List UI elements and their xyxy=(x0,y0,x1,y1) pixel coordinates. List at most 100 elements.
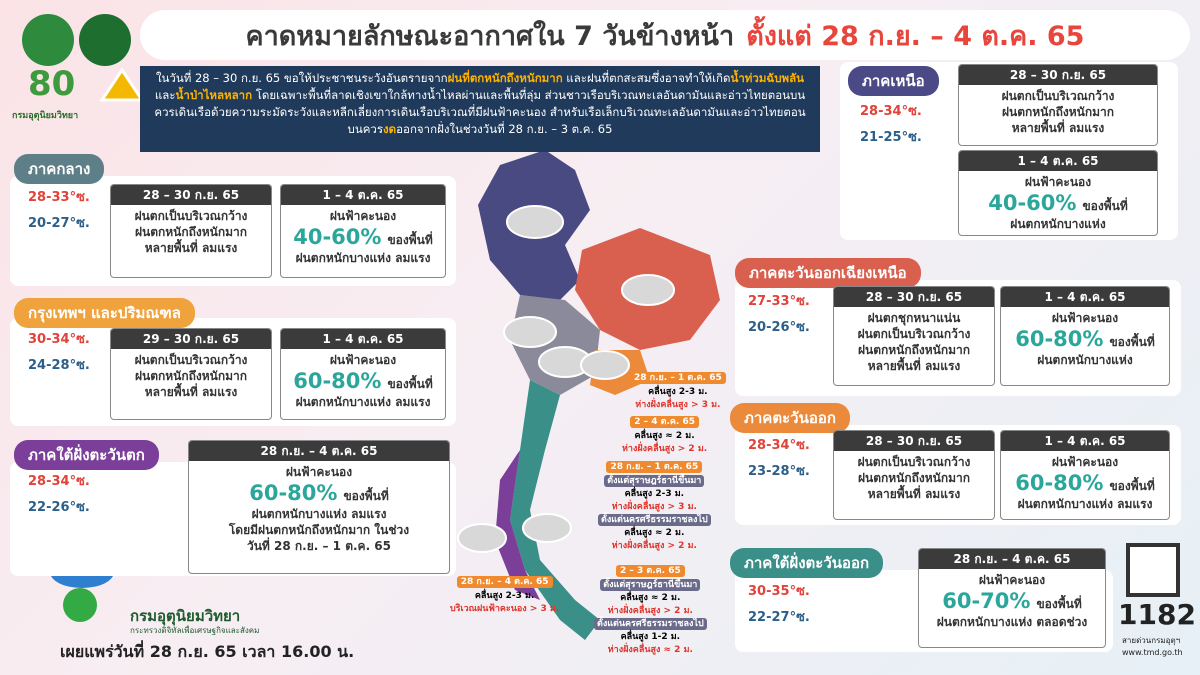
percent: 60-70% xyxy=(942,589,1031,613)
temp-min: 22-27°ซ. xyxy=(748,610,810,625)
temp-min: 24-28°ซ. xyxy=(28,358,90,373)
warning-text: ฝนที่ตกหนักถึงหนักมาก xyxy=(447,71,563,85)
forecast-note: ฝนตกหนักบางแห่ง ลมแรง xyxy=(295,395,431,409)
percent-row: 60-70% ของพื้นที่ xyxy=(919,588,1105,614)
sea-note-line: ตั้งแต่สุราษฎร์ธานีขึ้นมา xyxy=(600,579,701,591)
percent: 40-60% xyxy=(293,225,382,249)
sea-note-row: คลื่นสูง ≈ 2 ม. xyxy=(622,430,707,442)
warning-text: น้ำป่าไหลหลาก xyxy=(175,88,253,102)
hotline: 1182 xyxy=(1118,598,1196,631)
sea-note-row: ห่างฝั่งคลื่นสูง > 3 ม. xyxy=(630,399,726,411)
percent-suffix: ของพื้นที่ xyxy=(387,377,433,391)
region-label: ภาคตะวันออก xyxy=(730,403,850,433)
sea-note-title-row: 2 – 4 ต.ค. 65 xyxy=(622,416,707,428)
percent-suffix: ของพื้นที่ xyxy=(1109,479,1155,493)
forecast-period: 28 – 30 ก.ย. 65 xyxy=(834,431,994,451)
weather-icons xyxy=(457,205,675,553)
sea-note-line: คลื่นสูง 2-3 ม. xyxy=(474,591,535,601)
forecast-period: 28 ก.ย. – 4 ต.ค. 65 xyxy=(919,549,1105,569)
temp-max: 28-34°ซ. xyxy=(748,438,810,453)
percent-suffix: ของพื้นที่ xyxy=(343,489,389,503)
map-south-east xyxy=(510,380,600,640)
sea-note-line: ห่างฝั่งคลื่นสูง ≈ 2 ม. xyxy=(607,645,693,655)
forecast-note: ฝนตกหนักบางแห่ง ลมแรง xyxy=(295,251,431,265)
header: คาดหมายลักษณะอากาศใน 7 วันข้างหน้า ตั้งแ… xyxy=(140,10,1190,60)
forecast-period: 1 – 4 ต.ค. 65 xyxy=(1001,287,1169,307)
percent-suffix: ของพื้นที่ xyxy=(1109,335,1155,349)
region-label: กรุงเทพฯ และปริมณฑล xyxy=(14,298,195,328)
forecast-line: หลายพื้นที่ ลมแรง xyxy=(144,241,238,255)
sea-note-line: ตั้งแต่นครศรีธรรมราชลงไป xyxy=(594,618,707,630)
sea-note-row: ตั้งแต่สุราษฎร์ธานีขึ้นมา xyxy=(594,579,707,591)
forecast-line: หลายพื้นที่ ลมแรง xyxy=(867,359,961,373)
forecast-period: 1 – 4 ต.ค. 65 xyxy=(959,151,1157,171)
forecast-line: ฝนตกหนักถึงหนักมาก xyxy=(134,369,248,383)
sea-note-row: ตั้งแต่นครศรีธรรมราชลงไป xyxy=(594,618,707,630)
sea-note-row: ตั้งแต่สุราษฎร์ธานีขึ้นมา xyxy=(598,475,711,487)
forecast-period: 28 – 30 ก.ย. 65 xyxy=(959,65,1157,85)
sea-note-title-row: 2 – 3 ต.ค. 65 xyxy=(594,565,707,577)
percent: 40-60% xyxy=(988,191,1077,215)
forecast-period: 1 – 4 ต.ค. 65 xyxy=(281,329,445,349)
percent-row: 40-60% ของพื้นที่ xyxy=(281,224,445,250)
map-south-west xyxy=(495,450,540,600)
forecast-box: 1 – 4 ต.ค. 65 ฝนฟ้าคะนอง 60-80% ของพื้นที่ฝ… xyxy=(280,328,446,420)
published: เผยแพร่วันที่ 28 ก.ย. 65 เวลา 16.00 น. xyxy=(60,642,355,661)
region-label: ภาคเหนือ xyxy=(848,66,939,96)
warning-text: ในวันที่ 28 – 30 ก.ย. 65 ขอให้ประชาชนระว… xyxy=(155,71,448,85)
percent-row: 60-80% ของพื้นที่ xyxy=(189,480,449,506)
temp-min: 21-25°ซ. xyxy=(860,130,922,145)
forecast-period: 1 – 4 ต.ค. 65 xyxy=(1001,431,1169,451)
sea-note-line: ห่างฝั่งคลื่นสูง > 3 ม. xyxy=(611,502,697,512)
forecast-note: โดยมีฝนตกหนักถึงหนักมาก ในช่วง xyxy=(228,523,410,537)
forecast-note: ฝนตกหนักบางแห่ง ตลอดช่วง xyxy=(936,615,1088,629)
forecast-line: ฝนตกหนักถึงหนักมาก xyxy=(857,343,971,357)
forecast-line: หลายพื้นที่ ลมแรง xyxy=(867,487,961,501)
percent: 60-80% xyxy=(1015,471,1104,495)
forecast-box: 1 – 4 ต.ค. 65 ฝนฟ้าคะนอง 40-60% ของพื้นที่ฝ… xyxy=(280,184,446,278)
sea-note-title-row: 28 ก.ย. – 1 ต.ค. 65 xyxy=(630,372,726,384)
hotline-caption: สายด่วนกรมอุตุฯ xyxy=(1122,636,1181,645)
region-label: ภาคตะวันออกเฉียงเหนือ xyxy=(735,258,921,288)
logo xyxy=(22,14,74,66)
sea-note-row: คลื่นสูง ≈ 2 ม. xyxy=(594,592,707,604)
sea-note: 2 – 4 ต.ค. 65 คลื่นสูง ≈ 2 ม. ห่างฝั่งคลื่… xyxy=(622,416,707,456)
sea-note-line: คลื่นสูง ≈ 2 ม. xyxy=(620,593,681,603)
temp-max: 28-34°ซ. xyxy=(860,104,922,119)
temp-max: 30-34°ซ. xyxy=(28,332,90,347)
temp-max: 28-33°ซ. xyxy=(28,190,90,205)
forecast-note: ฝนตกหนักบางแห่ง ลมแรง xyxy=(1017,497,1153,511)
percent: 60-80% xyxy=(249,481,338,505)
sea-note-row: คลื่นสูง 2-3 ม. xyxy=(450,590,559,602)
sea-note-row: ห่างฝั่งคลื่นสูง > 3 ม. xyxy=(598,501,711,513)
sea-note-title: 28 ก.ย. – 1 ต.ค. 65 xyxy=(606,461,703,473)
logo-number: 80 xyxy=(28,64,76,104)
sea-note-title-row: 28 ก.ย. – 4 ต.ค. 65 xyxy=(450,576,559,588)
temp-min: 20-27°ซ. xyxy=(28,216,90,231)
percent: 60-80% xyxy=(293,369,382,393)
warning-text: น้ำท่วมฉับพลัน xyxy=(730,71,805,85)
sea-note-row: ห่างฝั่งคลื่นสูง ≈ 2 ม. xyxy=(594,644,707,656)
sea-note-row: ห่างฝั่งคลื่นสูง > 2 ม. xyxy=(594,605,707,617)
sea-note-row: ตั้งแต่นครศรีธรรมราชลงไป xyxy=(598,514,711,526)
sea-note-title: 28 ก.ย. – 4 ต.ค. 65 xyxy=(456,576,553,588)
temp-min: 20-26°ซ. xyxy=(748,320,810,335)
sea-note-line: คลื่นสูง 1-2 ม. xyxy=(620,632,681,642)
forecast-line: หลายพื้นที่ ลมแรง xyxy=(144,385,238,399)
forecast-line: ฝนตกเป็นบริเวณกว้าง xyxy=(1001,89,1115,103)
sea-note-line: ตั้งแต่นครศรีธรรมราชลงไป xyxy=(598,514,711,526)
region-label: ภาคกลาง xyxy=(14,154,105,184)
sea-note-line: ห่างฝั่งคลื่นสูง > 2 ม. xyxy=(622,444,708,454)
warning-text: และ xyxy=(154,88,176,102)
sea-note-line: ตั้งแต่สุราษฎร์ธานีขึ้นมา xyxy=(604,475,705,487)
forecast-line: ฝนฟ้าคะนอง xyxy=(329,353,397,367)
sea-note-title: 2 – 3 ต.ค. 65 xyxy=(615,565,685,577)
percent-row: 40-60% ของพื้นที่ xyxy=(959,190,1157,216)
sea-note-row: ห่างฝั่งคลื่นสูง > 2 ม. xyxy=(598,540,711,552)
forecast-box: 29 – 30 ก.ย. 65 ฝนตกเป็นบริเวณกว้าง ฝนตกหน… xyxy=(110,328,272,420)
forecast-note: ฝนตกหนักบางแห่ง xyxy=(1037,353,1133,367)
forecast-box: 28 ก.ย. – 4 ต.ค. 65 ฝนฟ้าคะนอง 60-70% ของพื… xyxy=(918,548,1106,648)
forecast-line: ฝนฟ้าคะนอง xyxy=(329,209,397,223)
